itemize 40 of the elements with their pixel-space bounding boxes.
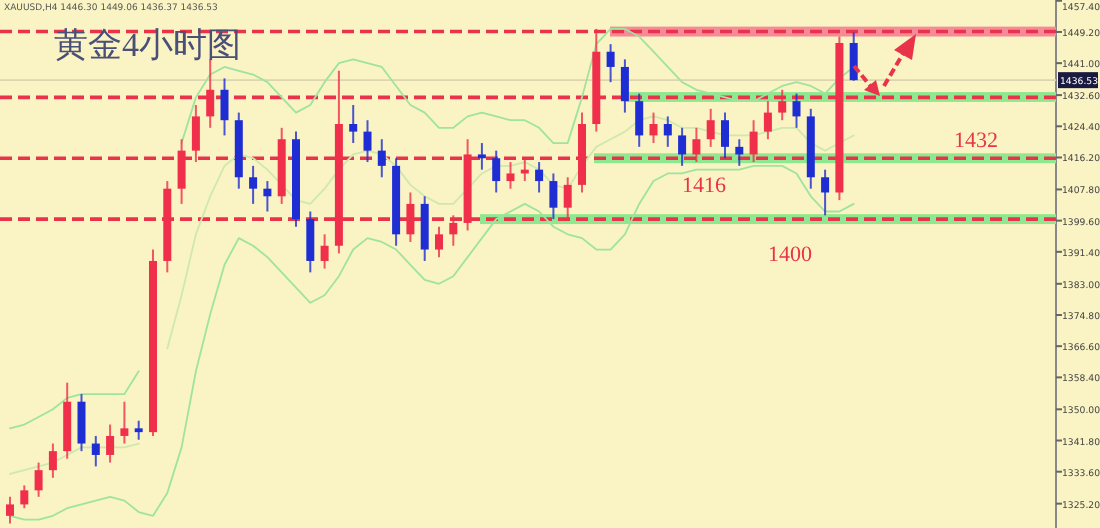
candlestick [635, 92, 644, 148]
candlestick [620, 58, 629, 114]
candlestick [435, 225, 443, 259]
candlestick [549, 172, 558, 221]
candlestick [492, 149, 501, 194]
candlestick [91, 434, 100, 468]
candlestick [849, 31, 858, 82]
candlestick [263, 180, 272, 213]
candlestick [606, 43, 615, 84]
line-series [9, 164, 855, 521]
candlestick [220, 77, 229, 137]
candlestick [134, 419, 143, 441]
candlestick [535, 161, 544, 194]
candlestick [649, 111, 658, 145]
candlestick [6, 495, 14, 525]
candlestick [320, 233, 329, 270]
candlestick [349, 103, 358, 145]
candlestick [706, 107, 715, 148]
candlestick [363, 119, 372, 164]
candlestick [20, 484, 29, 510]
candlestick [792, 92, 801, 129]
candlestick [735, 138, 744, 167]
candlestick [77, 393, 86, 453]
ref-line-label: 1432 [954, 129, 998, 154]
candlestick [34, 461, 43, 498]
candlestick [420, 195, 429, 262]
text: 黄金4小时图 [54, 26, 241, 64]
candlestick [48, 442, 57, 479]
candlestick [821, 168, 830, 217]
candlestick [120, 400, 129, 445]
candlestick [678, 126, 687, 167]
candlestick [477, 142, 486, 171]
candlestick [306, 210, 315, 274]
ref-line-label: 1400 [768, 243, 813, 268]
candlestick [106, 423, 115, 464]
candlestick [663, 115, 672, 148]
ref-line-label: 1416 [682, 174, 727, 199]
candlestick [377, 138, 386, 179]
candlestick [249, 164, 258, 205]
candlestick [721, 111, 729, 160]
